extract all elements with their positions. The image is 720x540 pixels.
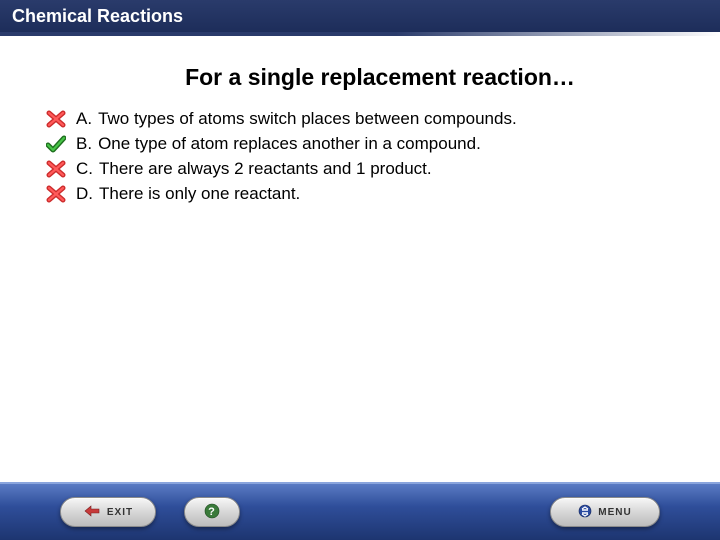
header-title: Chemical Reactions <box>12 6 183 27</box>
answer-text: Two types of atoms switch places between… <box>98 109 517 129</box>
x-icon <box>46 110 66 128</box>
question-text: For a single replacement reaction… <box>74 64 686 91</box>
exit-label: EXIT <box>107 507 133 518</box>
answer-letter: C. <box>76 159 93 179</box>
x-icon <box>46 185 66 203</box>
menu-label: MENU <box>598 507 631 518</box>
answer-letter: A. <box>76 109 92 129</box>
header-bar: Chemical Reactions <box>0 0 720 32</box>
answer-row: A. Two types of atoms switch places betw… <box>46 109 686 129</box>
answer-row: C. There are always 2 reactants and 1 pr… <box>46 159 686 179</box>
exit-arrow-icon <box>83 504 101 521</box>
footer-bar: EXIT ? MENU <box>0 482 720 540</box>
content-area: For a single replacement reaction… A. Tw… <box>0 36 720 204</box>
answer-row: B. One type of atom replaces another in … <box>46 134 686 154</box>
answer-text: One type of atom replaces another in a c… <box>98 134 481 154</box>
check-icon <box>46 135 66 153</box>
svg-text:?: ? <box>208 506 216 518</box>
help-icon: ? <box>204 503 220 522</box>
menu-button[interactable]: MENU <box>550 497 660 527</box>
menu-icon <box>578 504 592 521</box>
answer-letter: B. <box>76 134 92 154</box>
answer-letter: D. <box>76 184 93 204</box>
answer-text: There is only one reactant. <box>99 184 300 204</box>
help-button[interactable]: ? <box>184 497 240 527</box>
exit-button[interactable]: EXIT <box>60 497 156 527</box>
answer-row: D. There is only one reactant. <box>46 184 686 204</box>
answer-text: There are always 2 reactants and 1 produ… <box>99 159 432 179</box>
footer-left-group: EXIT ? <box>60 497 240 527</box>
x-icon <box>46 160 66 178</box>
answer-list: A. Two types of atoms switch places betw… <box>34 109 686 204</box>
